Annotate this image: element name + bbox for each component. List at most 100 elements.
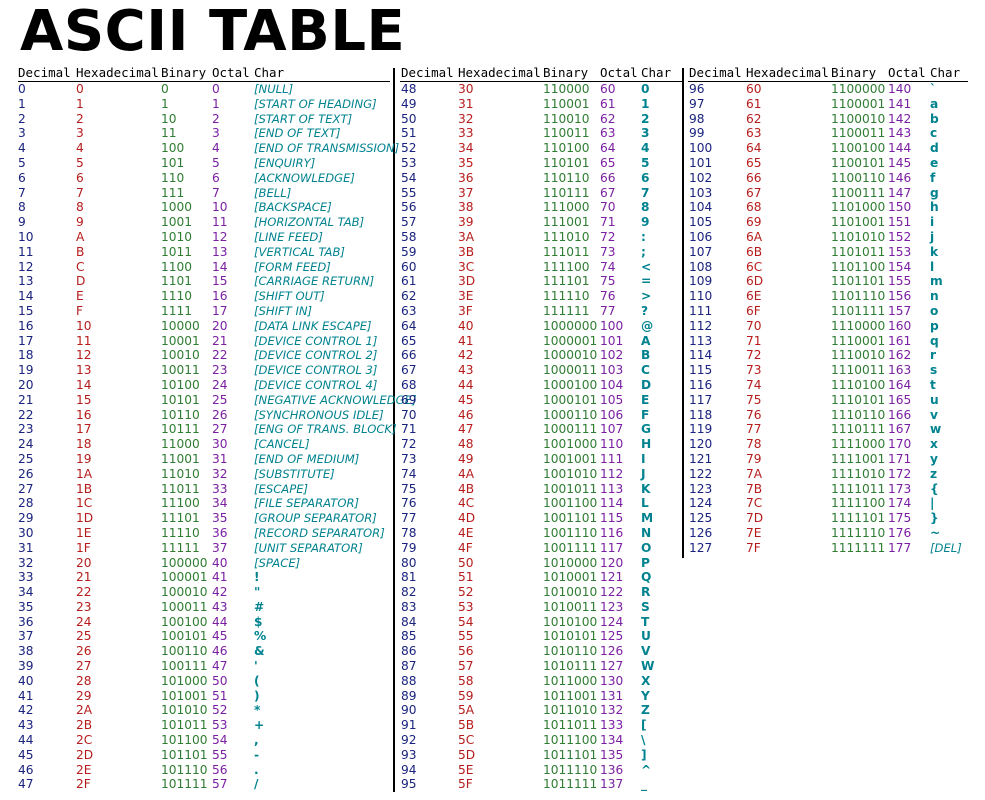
cell-char: C xyxy=(641,363,650,378)
cell-binary: 10001 xyxy=(161,333,200,348)
cell-octal: 102 xyxy=(600,348,624,363)
cell-binary: 111110 xyxy=(543,289,590,304)
cell-binary: 10 xyxy=(161,111,177,126)
table-row: 9 9 1001 11 [HORIZONTAL TAB] xyxy=(18,215,390,230)
table-row: 8 8 1000 10 [BACKSPACE] xyxy=(18,200,390,215)
table-row: 87 57 1010111 127 W xyxy=(400,659,682,674)
cell-char: ? xyxy=(641,303,649,318)
cell-decimal: 11 xyxy=(18,244,34,259)
cell-binary: 101101 xyxy=(161,747,208,762)
table-row: 45 2D 101101 55 - xyxy=(18,748,390,763)
cell-decimal: 87 xyxy=(401,659,417,674)
table-row: 39 27 100111 47 ' xyxy=(18,659,390,674)
cell-octal: 161 xyxy=(888,333,912,348)
cell-binary: 111101 xyxy=(543,274,590,289)
cell-binary: 1000 xyxy=(161,200,193,215)
cell-char: K xyxy=(641,481,651,496)
cell-octal: 160 xyxy=(888,318,912,333)
table-row: 56 38 111000 70 8 xyxy=(400,200,682,215)
cell-decimal: 27 xyxy=(18,481,34,496)
cell-octal: 123 xyxy=(600,599,624,614)
table-row: 62 3E 111110 76 > xyxy=(400,289,682,304)
cell-hexadecimal: 56 xyxy=(458,644,474,659)
table-row: 26 1A 11010 32 [SUBSTITUTE] xyxy=(18,467,390,482)
cell-decimal: 46 xyxy=(18,762,34,777)
cell-decimal: 9 xyxy=(18,215,26,230)
cell-hexadecimal: 46 xyxy=(458,407,474,422)
cell-char: l xyxy=(930,259,935,274)
table-row: 31 1F 11111 37 [UNIT SEPARATOR] xyxy=(18,541,390,556)
page-title: ASCII TABLE xyxy=(20,0,406,64)
cell-octal: 74 xyxy=(600,259,616,274)
cell-char: [ACKNOWLEDGE] xyxy=(254,170,355,185)
cell-octal: 3 xyxy=(212,126,220,141)
table-row: 19 13 10011 23 [DEVICE CONTROL 3] xyxy=(18,363,390,378)
cell-octal: 77 xyxy=(600,303,616,318)
cell-hexadecimal: 1E xyxy=(76,525,92,540)
cell-hexadecimal: 3D xyxy=(458,274,476,289)
header-decimal: Decimal xyxy=(689,65,742,80)
table-header: Decimal Hexadecimal Binary Octal Char xyxy=(400,65,682,82)
cell-hexadecimal: 7B xyxy=(746,481,763,496)
cell-octal: 164 xyxy=(888,377,912,392)
cell-char: J xyxy=(641,466,646,481)
cell-binary: 10011 xyxy=(161,363,200,378)
cell-hexadecimal: 5A xyxy=(458,703,475,718)
table-row: 74 4A 1001010 112 J xyxy=(400,467,682,482)
cell-binary: 1110010 xyxy=(831,348,886,363)
cell-decimal: 112 xyxy=(689,318,713,333)
cell-decimal: 124 xyxy=(689,496,713,511)
cell-decimal: 31 xyxy=(18,540,34,555)
cell-octal: 53 xyxy=(212,718,228,733)
cell-hexadecimal: 11 xyxy=(76,333,92,348)
table-row: 30 1E 11110 36 [RECORD SEPARATOR] xyxy=(18,526,390,541)
header-hexadecimal: Hexadecimal xyxy=(76,65,159,80)
cell-binary: 1110110 xyxy=(831,407,886,422)
cell-decimal: 106 xyxy=(689,229,713,244)
cell-hexadecimal: 9 xyxy=(76,215,84,230)
cell-char: X xyxy=(641,673,651,688)
cell-binary: 110110 xyxy=(543,170,590,185)
table-row: 2 2 10 2 [START OF TEXT] xyxy=(18,112,390,127)
table-row: 92 5C 1011100 134 \ xyxy=(400,733,682,748)
table-row: 4 4 100 4 [END OF TRANSMISSION] xyxy=(18,141,399,156)
cell-char: [DATA LINK ESCAPE] xyxy=(254,318,372,333)
cell-decimal: 5 xyxy=(18,155,26,170)
header-char: Char xyxy=(930,65,961,80)
cell-hexadecimal: 20 xyxy=(76,555,92,570)
cell-hexadecimal: 7C xyxy=(746,496,763,511)
cell-char: # xyxy=(254,599,265,614)
header-binary: Binary xyxy=(831,65,877,80)
table-row: 115 73 1110011 163 s xyxy=(688,363,968,378)
cell-octal: 157 xyxy=(888,303,912,318)
cell-hexadecimal: 3B xyxy=(458,244,475,259)
cell-char: f xyxy=(930,170,936,185)
cell-octal: 154 xyxy=(888,259,912,274)
cell-hexadecimal: 68 xyxy=(746,200,762,215)
cell-binary: 1011 xyxy=(161,244,193,259)
table-row: 90 5A 1011010 132 Z xyxy=(400,703,682,718)
cell-hexadecimal: 2A xyxy=(76,703,93,718)
cell-binary: 1001101 xyxy=(543,511,598,526)
header-char: Char xyxy=(641,65,672,80)
cell-binary: 1100101 xyxy=(831,155,886,170)
table-row: 120 78 1111000 170 x xyxy=(688,437,968,452)
cell-octal: 140 xyxy=(888,82,912,96)
cell-hexadecimal: 47 xyxy=(458,422,474,437)
cell-decimal: 107 xyxy=(689,244,713,259)
cell-binary: 1010011 xyxy=(543,599,598,614)
cell-char: } xyxy=(930,511,939,526)
cell-decimal: 65 xyxy=(401,333,417,348)
cell-char: R xyxy=(641,585,651,600)
cell-octal: 41 xyxy=(212,570,228,585)
cell-decimal: 119 xyxy=(689,422,713,437)
cell-hexadecimal: 32 xyxy=(458,111,474,126)
table-row: 114 72 1110010 162 r xyxy=(688,348,968,363)
cell-decimal: 123 xyxy=(689,481,713,496)
cell-binary: 11110 xyxy=(161,525,200,540)
cell-hexadecimal: 31 xyxy=(458,96,474,111)
cell-octal: 71 xyxy=(600,215,616,230)
cell-octal: 122 xyxy=(600,585,624,600)
cell-char: Q xyxy=(641,570,652,585)
cell-char: t xyxy=(930,377,936,392)
